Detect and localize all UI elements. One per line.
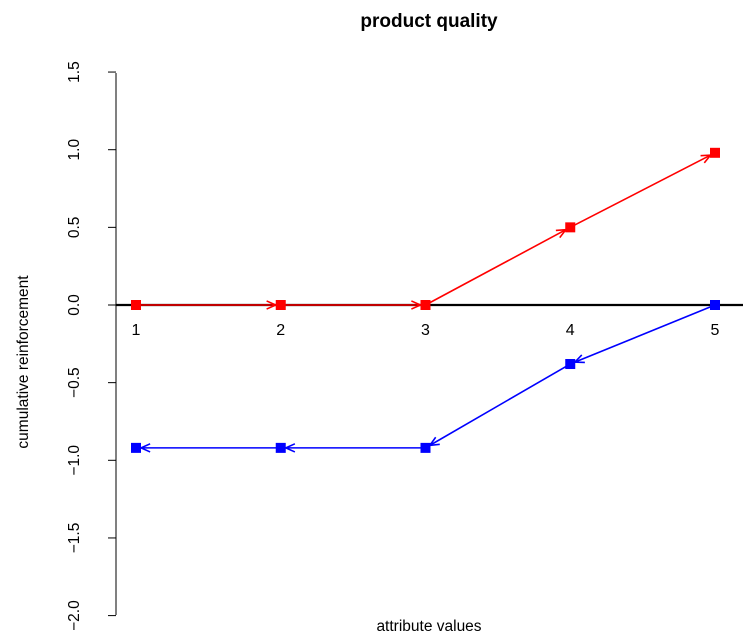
series [131,300,720,453]
series-layer [131,147,720,453]
y-tick-label: 1.0 [66,139,83,161]
series [131,147,720,310]
series-point [275,300,286,310]
series-point [565,359,576,370]
series-point [420,442,431,453]
x-value-label: 2 [276,322,285,339]
series-point [565,222,576,233]
series-point [420,300,431,310]
y-axis-label: cumulative reinforcement [15,275,32,449]
x-axis-label: attribute values [376,618,481,635]
x-value-label: 5 [711,322,720,339]
x-value-label: 3 [421,322,430,339]
y-tick-label: −1.0 [66,445,83,476]
x-value-labels: 1 2 3 4 5 [132,322,720,339]
y-tick-label: 0.0 [66,294,83,316]
series-segment [569,304,716,365]
series-point [131,300,141,310]
series-segment [425,226,571,306]
y-tick-label: 0.5 [66,217,83,239]
x-value-label: 4 [566,322,575,339]
series-point [275,442,286,453]
series-point [131,442,141,453]
chart-title: product quality [360,11,498,32]
series-segment [569,152,716,229]
y-tick-label: −2.0 [66,600,83,631]
y-tick-label: 1.5 [66,61,83,83]
x-value-label: 1 [132,322,141,339]
series-point [710,300,720,310]
y-tick-label: −1.5 [66,523,83,554]
series-segment [425,363,571,449]
series-point [710,147,720,158]
y-axis-ticks: −2.0 −1.5 −1.0 −0.5 0.0 0.5 1.0 1.5 [66,61,116,631]
y-tick-label: −0.5 [66,367,83,398]
